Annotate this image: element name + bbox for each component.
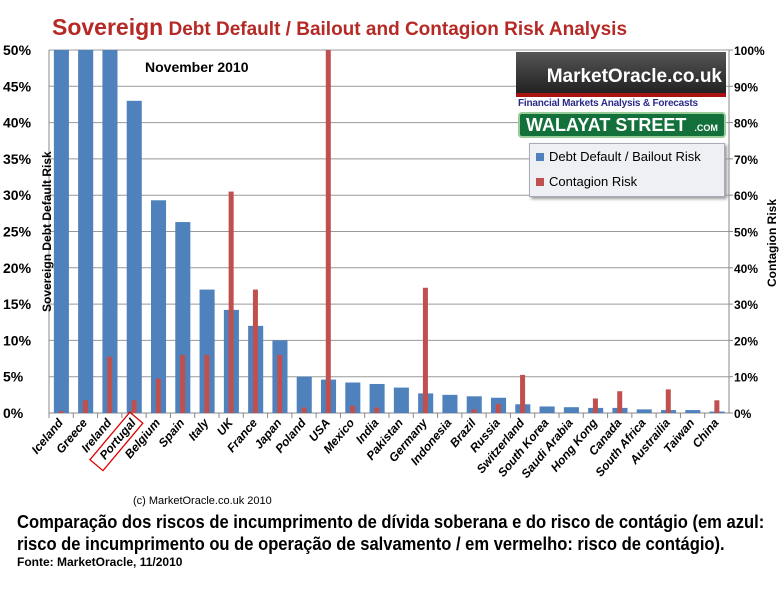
- bar-debt-indonesia: [442, 394, 458, 413]
- legend-item-contagion: Contagion Risk: [530, 169, 724, 194]
- walayat-street-logo: WALAYAT STREET .COM: [518, 112, 726, 138]
- y-tick-label: 30%: [3, 187, 32, 203]
- bar-contagion-france: [252, 289, 258, 413]
- y-tick-label: 10%: [3, 332, 32, 348]
- y-tick-label: 15%: [3, 296, 32, 312]
- y-tick-label: 25%: [3, 224, 32, 240]
- y2-tick-label: 30%: [734, 298, 758, 312]
- title-big: Sovereign: [52, 14, 164, 40]
- x-tick-label: China: [689, 416, 721, 451]
- bar-contagion-greece: [82, 400, 88, 413]
- marketoracle-logo: MarketOracle.co.uk: [516, 52, 726, 97]
- bar-contagion-japan: [277, 354, 283, 413]
- source: Fonte: MarketOracle, 11/2010: [17, 555, 183, 569]
- bar-debt-mexico: [345, 382, 361, 413]
- y2-tick-label: 60%: [734, 189, 758, 203]
- y2-tick-label: 80%: [734, 117, 758, 131]
- bar-debt-ireland: [102, 50, 118, 413]
- legend-swatch-red: [536, 177, 544, 186]
- y2-tick-label: 20%: [734, 334, 758, 348]
- y2-tick-label: 90%: [734, 80, 758, 94]
- bar-contagion-ireland: [107, 356, 113, 413]
- legend: Debt Default / Bailout Risk Contagion Ri…: [529, 143, 725, 197]
- bar-contagion-portugal: [131, 400, 137, 413]
- bar-debt-iceland: [53, 50, 69, 413]
- logo-tagline: Financial Markets Analysis & Forecasts: [518, 98, 698, 109]
- y-tick-label: 20%: [3, 260, 32, 276]
- bar-contagion-mexico: [350, 405, 356, 413]
- bar-contagion-canada: [617, 391, 623, 413]
- bar-contagion-china: [714, 400, 720, 413]
- chart-title: Sovereign Debt Default / Bailout and Con…: [52, 14, 627, 41]
- legend-item-debt: Debt Default / Bailout Risk: [530, 144, 724, 169]
- y-tick-label: 50%: [3, 42, 32, 58]
- bar-contagion-belgium: [155, 378, 161, 413]
- bar-contagion-austrailia: [665, 389, 671, 413]
- y2-tick-label: 50%: [734, 226, 758, 240]
- bar-contagion-germany: [422, 287, 428, 413]
- y-axis-label: Sovereign Debt Default Risk: [40, 151, 54, 312]
- legend-label: Contagion Risk: [549, 174, 638, 189]
- y2-tick-label: 10%: [734, 371, 758, 385]
- bar-debt-greece: [78, 50, 94, 413]
- y2-tick-label: 100%: [734, 44, 765, 58]
- bar-debt-italy: [199, 289, 215, 413]
- y2-tick-label: 70%: [734, 153, 758, 167]
- bar-debt-taiwan: [685, 410, 701, 413]
- bar-debt-brazil: [466, 396, 482, 413]
- bar-debt-spain: [175, 222, 191, 413]
- bar-contagion-iceland: [58, 411, 64, 413]
- y2-tick-label: 0%: [734, 407, 752, 421]
- x-tick-label: Italy: [185, 415, 212, 443]
- highlight-box: [89, 411, 144, 472]
- walayat-suffix: .COM: [694, 123, 718, 133]
- y-tick-label: 35%: [3, 151, 32, 167]
- y-tick-label: 40%: [3, 115, 32, 131]
- y2-axis-label: Contagion Risk: [765, 198, 779, 287]
- y-tick-label: 0%: [3, 405, 24, 421]
- bar-debt-saudi-arabia: [563, 407, 579, 413]
- bar-contagion-poland: [301, 407, 307, 413]
- bar-debt-south-korea: [539, 406, 555, 413]
- copyright: (c) MarketOracle.co.uk 2010: [133, 495, 272, 507]
- bar-contagion-brazil: [471, 409, 477, 413]
- bar-contagion-india: [374, 407, 380, 413]
- bar-debt-india: [369, 383, 385, 413]
- caption-block: Comparação dos riscos de incumprimento d…: [17, 511, 777, 569]
- y-tick-label: 5%: [3, 369, 24, 385]
- bar-contagion-italy: [204, 354, 210, 413]
- caption: Comparação dos riscos de incumprimento d…: [17, 512, 765, 554]
- bar-contagion-hong-kong: [592, 398, 598, 413]
- bar-contagion-spain: [180, 354, 186, 413]
- subtitle: November 2010: [145, 59, 249, 75]
- x-tick-label: Spain: [156, 416, 188, 450]
- chart: 0% 0% 5% 10% 10% 20% 15% 30% 20% 40% 25% 50% 30% 60% 3…: [3, 42, 765, 481]
- y-tick-label: 45%: [3, 78, 32, 94]
- bar-contagion-switzerland: [520, 374, 526, 413]
- title-rest: Debt Default / Bailout and Contagion Ris…: [168, 19, 628, 40]
- bar-contagion-usa: [325, 50, 331, 413]
- legend-swatch-blue: [536, 152, 544, 161]
- bar-debt-south-africa: [636, 409, 652, 413]
- bar-debt-poland: [296, 376, 312, 413]
- legend-label: Debt Default / Bailout Risk: [549, 149, 701, 164]
- bar-debt-pakistan: [393, 387, 409, 413]
- bar-debt-portugal: [126, 100, 142, 413]
- walayat-text: WALAYAT STREET: [526, 115, 687, 135]
- bar-debt-belgium: [151, 200, 167, 413]
- y2-tick-label: 40%: [734, 262, 758, 276]
- bar-contagion-uk: [228, 191, 234, 413]
- bar-contagion-russia: [495, 403, 501, 413]
